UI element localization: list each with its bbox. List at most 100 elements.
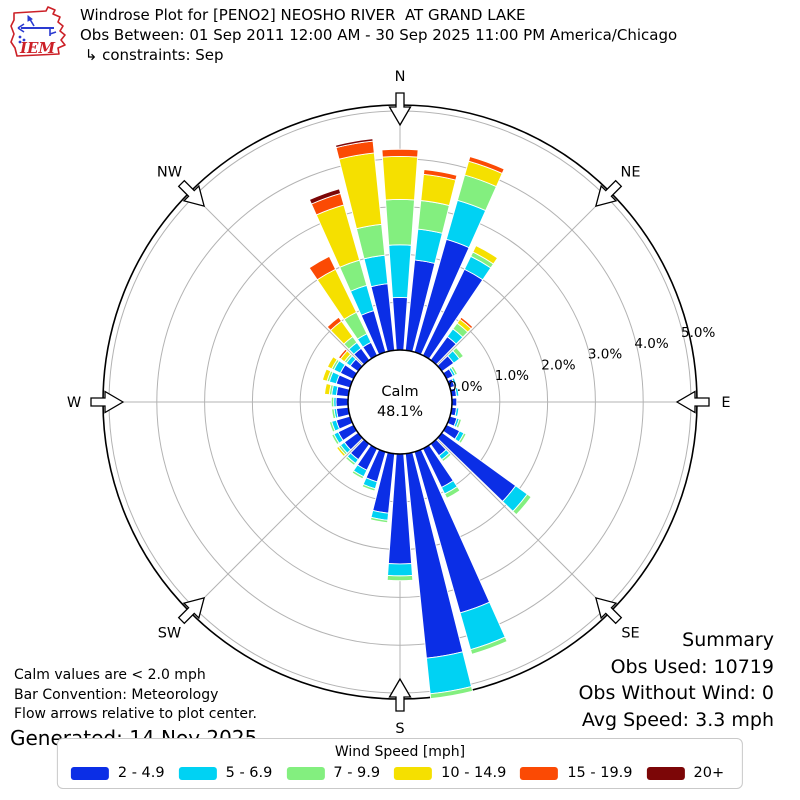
compass-label-se: SE — [621, 626, 639, 642]
windrose-bar-segment — [450, 365, 459, 376]
calm-percent: 48.1% — [377, 404, 423, 420]
summary-avg-speed: Avg Speed: 3.3 mph — [581, 708, 774, 731]
obs-range-subtitle: Obs Between: 01 Sep 2011 12:00 AM - 30 S… — [80, 26, 678, 44]
windrose-bar-segment — [451, 377, 458, 387]
polar-spoke — [189, 438, 364, 613]
legend-swatch — [178, 766, 217, 780]
legend-entry-label: 10 - 14.9 — [441, 765, 507, 781]
windrose-bar-segment — [429, 686, 474, 700]
note-bar-convention: Bar Convention: Meteorology — [14, 686, 219, 703]
legend-entry: 15 - 19.9 — [520, 765, 633, 781]
compass-label-nw: NW — [157, 164, 182, 180]
windrose-bar-segment — [455, 418, 463, 429]
radial-tick-label: 5.0% — [681, 325, 715, 341]
summary-obs-used: Obs Used: 10719 — [610, 655, 774, 678]
polar-spoke — [189, 191, 364, 366]
windrose-bar-segment — [392, 296, 408, 351]
windrose-bar-segment — [369, 516, 389, 524]
windrose-bar-segment — [425, 651, 473, 695]
windrose-bar-segment — [326, 356, 338, 370]
note-calm-values: Calm values are < 2.0 mph — [14, 667, 206, 683]
windrose-bar-segment — [321, 368, 332, 382]
windrose-bar-segment — [454, 407, 460, 417]
compass-flow-arrow — [594, 179, 623, 208]
legend-entry-label: 7 - 9.9 — [333, 765, 381, 781]
calm-circle — [347, 349, 453, 455]
legend-swatch — [286, 766, 325, 780]
windrose-bar-segment — [334, 138, 374, 149]
windrose-bar-segment — [335, 445, 347, 458]
polar-spoke — [436, 438, 611, 613]
compass-flow-arrow — [594, 596, 623, 625]
legend-entry: 20+ — [646, 765, 725, 781]
polar-spoke — [436, 191, 611, 366]
page-title: Windrose Plot for [PENO2] NEOSHO RIVER A… — [80, 6, 526, 24]
windrose-bar-segment — [331, 433, 340, 446]
legend-swatch — [70, 766, 109, 780]
windrose-bar-segment — [444, 485, 461, 499]
summary-title: Summary — [682, 629, 774, 651]
windrose-bar-segment — [335, 406, 351, 419]
windrose-bar-segment — [361, 483, 376, 492]
windrose-bar-segment — [335, 385, 351, 398]
compass-flow-arrow — [177, 179, 206, 208]
legend-entry-label: 20+ — [693, 765, 725, 781]
windrose-bar-segment — [388, 244, 412, 299]
windrose-bar-segment — [386, 574, 414, 582]
windrose-bar-segment — [381, 148, 419, 158]
legend-entry: 5 - 6.9 — [178, 765, 273, 781]
windrose-bar-segment — [452, 346, 465, 360]
header: Windrose Plot for [PENO2] NEOSHO RIVER A… — [80, 5, 677, 65]
windrose-bar-segment — [458, 432, 467, 444]
windrose-bar-segment — [324, 382, 332, 396]
windrose-bar-segment — [417, 200, 450, 234]
windrose-bar-segment — [344, 455, 357, 467]
legend-entry: 10 - 14.9 — [394, 765, 506, 781]
windrose-bar-segment — [472, 244, 499, 265]
legend-entries: 2 - 4.9 5 - 6.9 7 - 9.9 10 - 14.9 15 - 19.9 2… — [70, 765, 729, 781]
windrose-bar-segment — [454, 387, 460, 397]
compass-flow-arrow — [675, 390, 710, 414]
windrose-bar-segment — [326, 316, 343, 331]
summary-block: Summary Obs Used: 10719 Obs Without Wind… — [578, 627, 774, 733]
compass-flow-arrow — [388, 677, 412, 712]
compass-label-n: N — [395, 69, 406, 85]
summary-obs-without-wind: Obs Without Wind: 0 — [578, 682, 774, 704]
windrose-bar-segment — [423, 169, 458, 181]
windrose-bar-segment — [308, 255, 337, 281]
windrose-bar-segment — [308, 188, 342, 205]
compass-label-e: E — [721, 395, 730, 411]
radial-tick-label: 2.0% — [541, 357, 575, 373]
legend-swatch — [520, 766, 559, 780]
radial-tick-label: 4.0% — [634, 336, 668, 352]
windrose-bar-segment — [355, 223, 386, 260]
calm-label: Calm — [381, 384, 418, 400]
iem-logo-text: IEM — [19, 39, 55, 57]
weather-vane-icon — [17, 15, 57, 44]
plot-notes: Calm values are < 2.0 mph Bar Convention… — [14, 666, 257, 725]
compass-label-ne: NE — [621, 164, 641, 180]
legend-swatch — [394, 766, 433, 780]
legend-entry-label: 5 - 6.9 — [225, 765, 273, 781]
iowa-outline — [10, 6, 66, 57]
wind-speed-legend: Wind Speed [mph] 2 - 4.9 5 - 6.9 7 - 9.9 10… — [56, 738, 744, 789]
legend-entry-label: 15 - 19.9 — [567, 765, 633, 781]
compass-flow-arrow — [177, 596, 206, 625]
windrose-bar-segment — [330, 396, 335, 408]
windrose-bar-segment — [363, 254, 389, 288]
windrose-bar-segment — [459, 316, 474, 330]
compass-label-w: W — [67, 395, 81, 411]
windrose-bar-segment — [335, 396, 349, 408]
compass-label-sw: SW — [158, 626, 182, 642]
windrose-bar-segment — [351, 470, 365, 480]
windrose-bar-segment — [387, 563, 413, 577]
radial-tick-label: 3.0% — [588, 347, 622, 363]
windrose-bar-segment — [441, 452, 452, 463]
windrose-bar-segment — [470, 636, 508, 655]
legend-swatch — [646, 766, 685, 780]
windrose-bar-segment — [337, 348, 348, 360]
windrose-bar-segment — [414, 228, 443, 265]
compass-flow-arrow — [388, 92, 412, 127]
legend-entry: 7 - 9.9 — [286, 765, 380, 781]
